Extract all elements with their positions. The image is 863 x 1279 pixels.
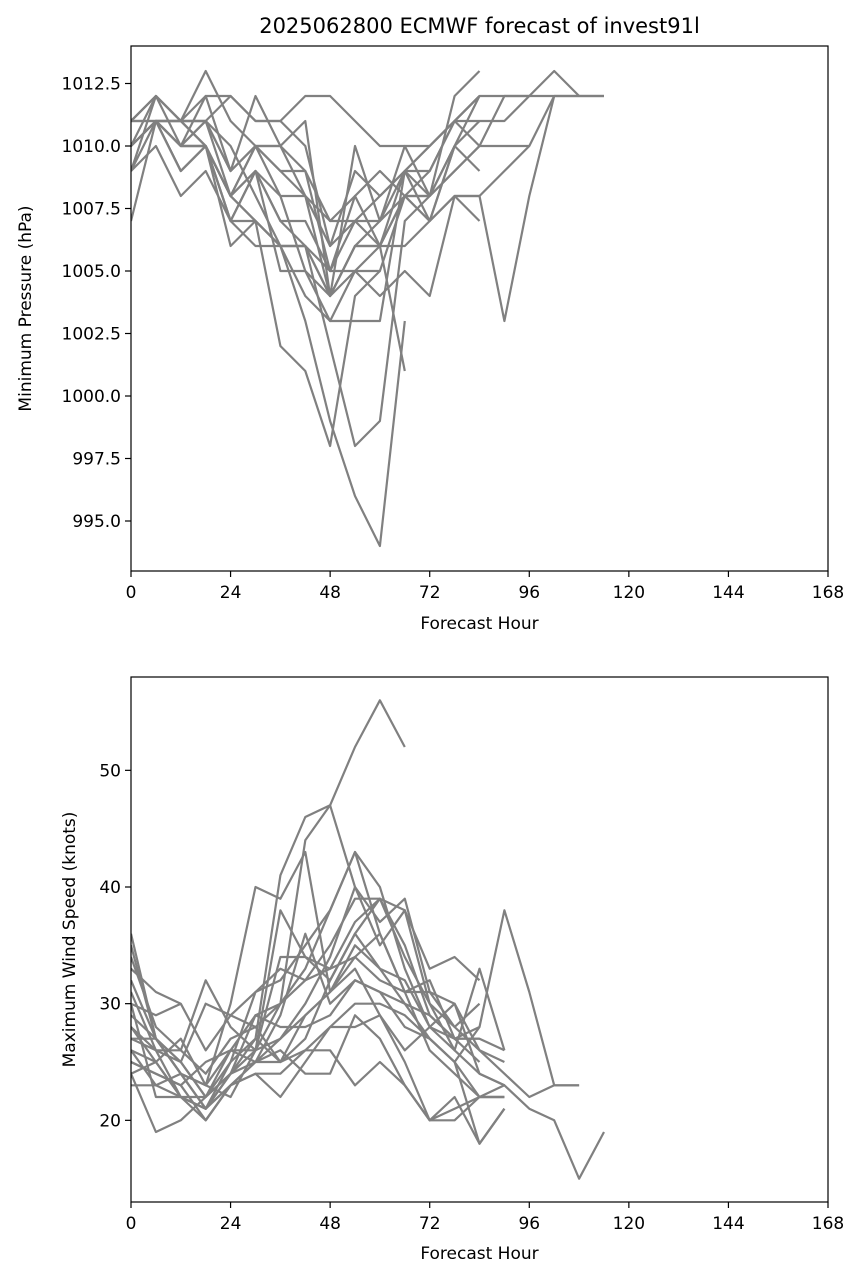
x-tick-label: 168 (812, 1214, 844, 1234)
series-line-13 (131, 955, 505, 1087)
y-tick-label: 1012.5 (62, 75, 121, 95)
series-line-20 (131, 932, 480, 1110)
y-tick-label: 995.0 (72, 512, 121, 532)
series-line-19 (131, 1002, 182, 1017)
series-line-15 (131, 979, 506, 1145)
series-line-2 (131, 804, 505, 1110)
y-tick-label: 1002.5 (62, 325, 121, 345)
x-tick-label: 144 (712, 583, 744, 603)
x-tick-label: 120 (613, 1214, 645, 1234)
x-axis-label: Forecast Hour (420, 1244, 538, 1264)
series-group (131, 699, 605, 1180)
x-axis-label: Forecast Hour (420, 614, 538, 634)
wind-chart: 0 24 48 72 96 120 144 168 20 30 40 50 Forecast Hour M… (60, 676, 844, 1264)
series-line-11 (131, 95, 481, 323)
y-tick-label: 1000.0 (62, 387, 121, 407)
series-line-18 (131, 1049, 505, 1122)
x-tick-label: 48 (319, 1214, 341, 1234)
plot-frame (130, 676, 829, 1203)
x-tick-label: 72 (419, 1214, 441, 1234)
series-line-3 (131, 69, 580, 248)
y-tick-label: 1005.0 (62, 262, 121, 282)
plot-frame (130, 45, 829, 572)
x-tick-label: 96 (518, 583, 540, 603)
y-axis-label: Minimum Pressure (hPa) (16, 205, 36, 411)
x-tick-label: 0 (126, 1214, 137, 1234)
x-tick-label: 24 (220, 1214, 242, 1234)
y-tick-label: 40 (99, 878, 121, 898)
y-tick-label: 997.5 (72, 450, 121, 470)
pressure-chart: 0 24 48 72 96 120 144 168 995.0 997.5 1000.0 1002.5… (16, 14, 844, 634)
y-tick-label: 20 (99, 1111, 121, 1131)
series-line-5 (131, 850, 505, 1134)
y-tick-label: 30 (99, 995, 121, 1015)
series-group (131, 69, 604, 548)
y-tick-label: 50 (99, 761, 121, 781)
y-tick-label: 1007.5 (62, 200, 121, 220)
x-tick-label: 96 (518, 1214, 540, 1234)
x-tick-label: 48 (319, 583, 341, 603)
x-tick-label: 72 (419, 583, 441, 603)
x-tick-label: 120 (613, 583, 645, 603)
series-line-18 (131, 95, 556, 298)
series-line-14 (131, 94, 481, 323)
x-tick-label: 24 (220, 583, 242, 603)
y-axis-label: Maximum Wind Speed (knots) (60, 812, 80, 1068)
series-line-17 (131, 94, 530, 448)
x-tick-label: 0 (126, 583, 137, 603)
x-tick-label: 144 (712, 1214, 744, 1234)
x-tick-label: 168 (812, 583, 844, 603)
chart-title: 2025062800 ECMWF forecast of invest91l (259, 14, 700, 38)
series-line-4 (131, 70, 481, 298)
series-line-1 (131, 94, 604, 148)
y-tick-label: 1010.0 (62, 137, 121, 157)
